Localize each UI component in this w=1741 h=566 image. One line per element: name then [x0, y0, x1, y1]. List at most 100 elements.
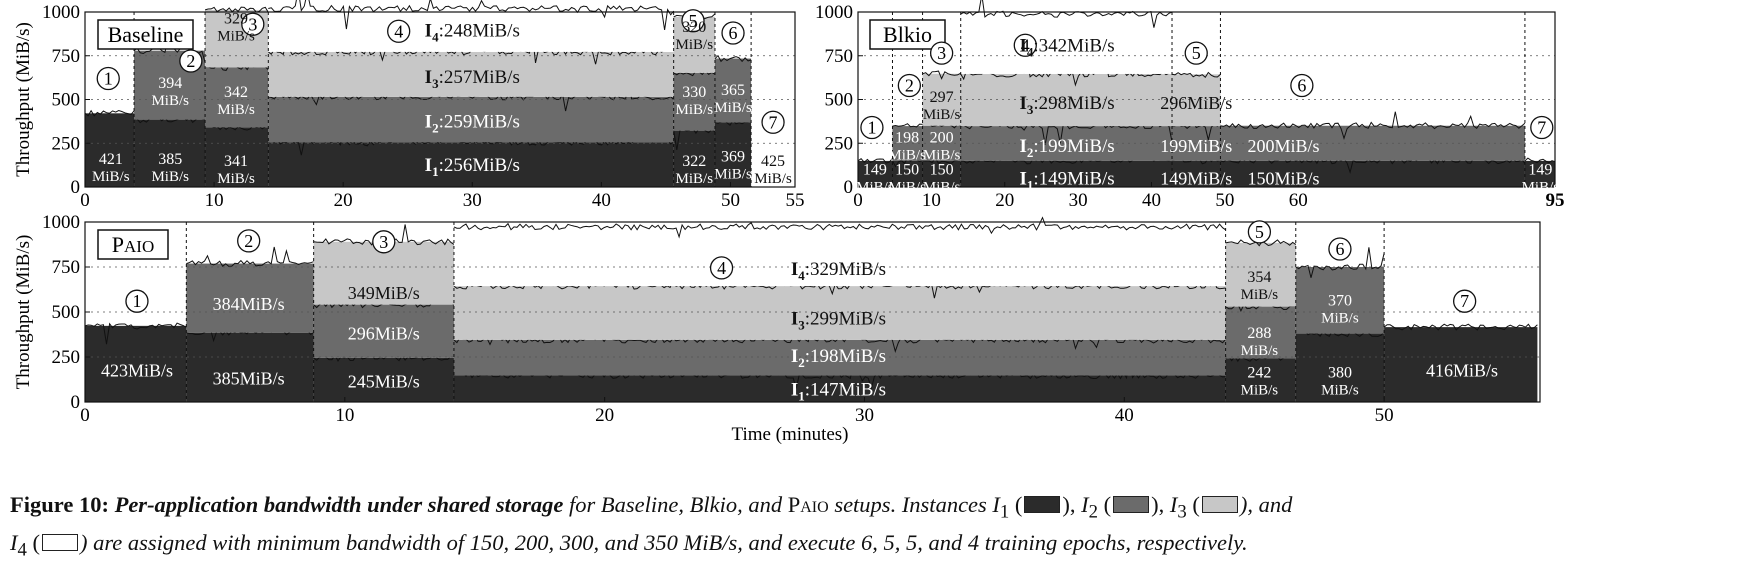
phase-number: 2 [186, 51, 195, 71]
value-label-unit: MiB/s [676, 102, 714, 118]
value-label-unit: MiB/s [754, 171, 792, 187]
band-i4-phase-4 [268, 8, 674, 52]
value-label-unit: MiB/s [217, 102, 255, 118]
phase-number: 3 [248, 14, 257, 34]
series-label: I3:299MiB/s [791, 308, 886, 332]
y-tick-label: 250 [52, 133, 81, 154]
band-i1-phase-4 [960, 160, 1173, 187]
band-i2-phase-6 [1220, 125, 1525, 161]
phase-number-circle [125, 289, 149, 313]
value-label-unit: MiB/s [714, 167, 752, 183]
x-tick-label: 40 [592, 190, 611, 211]
value-label-unit: MiB/s [923, 180, 961, 196]
phase-number-circle [1290, 73, 1314, 98]
x-tick-label: 30 [855, 405, 874, 426]
phase-number-circle [860, 115, 884, 140]
phase-number-circle [1453, 289, 1477, 313]
value-label-unit: MiB/s [1321, 383, 1359, 399]
series-label: I1:147MiB/s [791, 379, 886, 403]
x-tick-label: 20 [595, 405, 614, 426]
y-tick-label: 1000 [42, 212, 80, 233]
value-label: 342 [224, 84, 248, 101]
band-i1-phase-5 [1225, 358, 1296, 402]
band-i1-phase-3 [313, 357, 454, 402]
value-label: 149 [1528, 162, 1552, 179]
value-label: 330 [682, 84, 706, 101]
phase-number-circle [1328, 237, 1352, 261]
line-i3-phase-5 [1171, 71, 1221, 79]
value-label: 150 [930, 162, 954, 179]
series-label: I2:198MiB/s [791, 346, 886, 370]
line-i1-phase-1 [84, 322, 187, 345]
band-i1-phase-3 [922, 160, 961, 187]
value-label-unit: MiB/s [676, 37, 714, 53]
caption-title: Per-application bandwidth under shared s… [114, 492, 564, 517]
x-tick-label: 40 [1142, 190, 1161, 211]
band-i2-phase-5 [1225, 306, 1296, 359]
x-tick-label: 10 [335, 405, 354, 426]
line-i2-phase-2 [186, 246, 314, 267]
value-label: 425 [761, 153, 785, 170]
x-tick-label: 40 [1115, 405, 1134, 426]
phase-number-circle [237, 229, 261, 253]
x-tick-label: 10 [922, 190, 941, 211]
band-i2-phase-4 [268, 96, 674, 143]
panel-title: Blkio [883, 22, 932, 47]
y-tick-label: 750 [52, 257, 81, 278]
x-tick-label: 60 [1289, 190, 1308, 211]
legend-swatch-i1 [1024, 496, 1061, 513]
legend-swatch-i2 [1113, 496, 1150, 513]
band-i4-phase-4 [453, 226, 1226, 287]
x-tick-label: 50 [1375, 405, 1394, 426]
value-label: 245MiB/s [348, 371, 420, 391]
band-i3-phase-5 [1172, 74, 1221, 127]
panel-paio: 0 250 500 750 1000 0 10 20 30 40 50 Throughput (MiB… [13, 212, 1541, 445]
value-label: 296MiB/s [348, 324, 420, 344]
figure-caption: Figure 10: Per-application bandwidth und… [10, 492, 1293, 560]
phase-number: 5 [689, 11, 698, 31]
value-label-unit: MiB/s [923, 107, 961, 123]
band-i2-phase-4 [960, 126, 1173, 161]
y-tick-label: 500 [825, 90, 854, 111]
y-tick-label: 0 [844, 177, 854, 198]
line-i3-phase-5 [1225, 239, 1297, 247]
value-label: 150MiB/s [1248, 168, 1320, 188]
x-tick-label: 30 [1069, 190, 1088, 211]
x-tick-label: 50 [1215, 190, 1234, 211]
y-tick-label: 1000 [42, 2, 80, 23]
phase-number: 3 [937, 43, 946, 63]
value-label-unit: MiB/s [1241, 343, 1279, 359]
phase-number: 4 [717, 258, 726, 278]
value-label: 329 [224, 10, 248, 27]
band-i3-phase-4 [268, 51, 674, 97]
phase-number-circle [372, 230, 396, 254]
value-label-unit: MiB/s [217, 28, 255, 44]
band-i1-phase-1 [85, 325, 187, 402]
value-label: 149 [863, 162, 887, 179]
value-label-unit: MiB/s [888, 147, 926, 163]
value-label: 385 [158, 151, 182, 168]
legend-swatch-i4 [42, 533, 78, 551]
phase-number-circle [897, 73, 922, 98]
band-i2-phase-5 [673, 72, 715, 131]
value-label: 199MiB/s [1160, 136, 1232, 156]
x-tick-label: 20 [334, 190, 353, 211]
phase-number-circle [387, 19, 411, 43]
value-label: 198 [895, 129, 919, 146]
band-i1-phase-5 [673, 130, 715, 187]
x-tick-label: 95 [1546, 190, 1565, 211]
line-i1-phase-1 [857, 158, 893, 164]
value-label: 365 [721, 82, 745, 99]
panel-title-box [97, 229, 169, 260]
band-i3-phase-4 [453, 286, 1226, 340]
value-label: 297 [930, 89, 954, 106]
line-i4-phase-4 [960, 0, 1173, 28]
phase-number: 5 [1255, 222, 1264, 242]
value-label: 242 [1247, 365, 1271, 382]
phase-number: 7 [769, 112, 778, 132]
panel-baseline: 0 250 500 750 1000 0 10 20 30 40 50 55 Throughput (M… [13, 0, 805, 211]
line-i3-phase-3 [922, 70, 961, 80]
band-i2-phase-2 [186, 263, 314, 333]
value-label-unit: MiB/s [217, 171, 255, 187]
